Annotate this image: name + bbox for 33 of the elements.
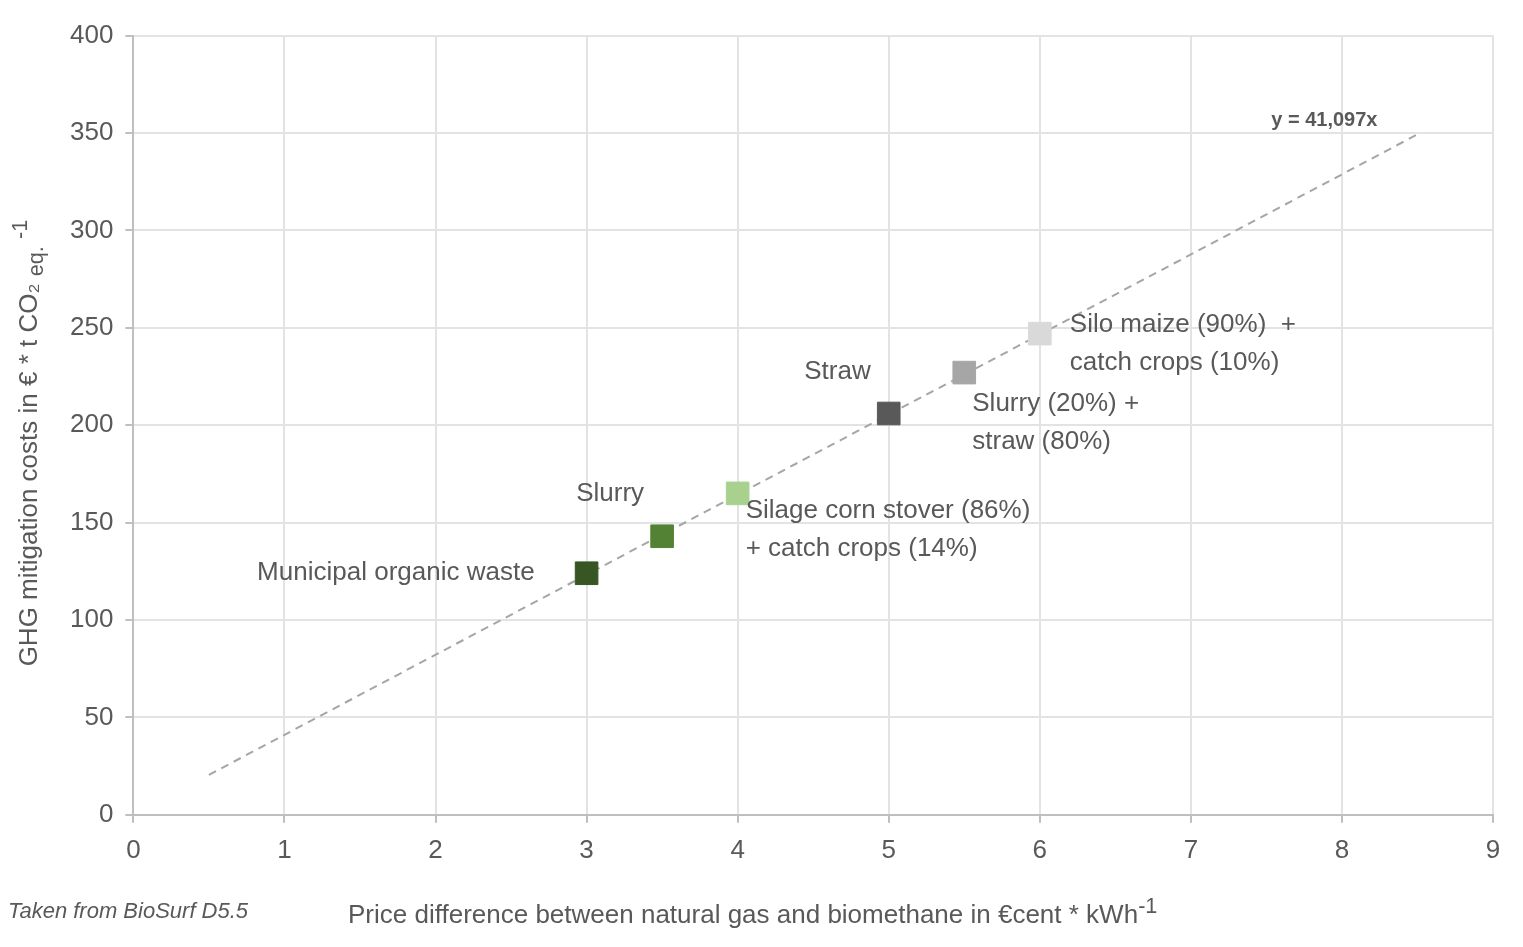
y-tick-label: 150 xyxy=(69,505,114,536)
y-tick-label: 200 xyxy=(69,408,114,439)
y-tick-label: 100 xyxy=(69,603,114,634)
y-tick-label: 0 xyxy=(98,797,114,828)
annotation: Slurry xyxy=(576,477,645,508)
y-tick-label: 400 xyxy=(69,18,114,49)
y-tick-label: 350 xyxy=(69,116,114,147)
x-tick-label: 1 xyxy=(277,833,292,864)
x-tick-label: 9 xyxy=(1485,833,1501,864)
point xyxy=(876,401,901,426)
annotation: y = 41,097x xyxy=(1271,107,1378,130)
x-tick-label: 2 xyxy=(428,833,443,864)
x-tick-label: 5 xyxy=(881,833,896,864)
point xyxy=(574,561,599,586)
x-tick-label: 7 xyxy=(1183,833,1199,864)
annotation: Silage corn stover (86%) + catch crops (14%) xyxy=(745,493,1031,562)
point xyxy=(952,360,977,385)
y-tick-label: 50 xyxy=(84,700,114,731)
annotation: Straw xyxy=(804,354,871,385)
y-tick-label: 300 xyxy=(69,213,114,244)
x-axis-title: Price difference between natural gas and biomethane in €cent * kWh$^{-1}$ xyxy=(348,893,1158,930)
point xyxy=(1027,321,1052,346)
annotation: Slurry (20%) + straw (80%) xyxy=(972,386,1140,455)
annotation: Silo maize (90%) + catch crops (10%) xyxy=(1069,307,1296,376)
x-tick-label: 0 xyxy=(126,833,141,864)
text: Taken from BioSurf D5.5 xyxy=(8,898,249,924)
x-tick-label: 4 xyxy=(730,833,745,864)
point xyxy=(650,524,674,549)
y-tick-label: 250 xyxy=(69,310,114,341)
annotation: Municipal organic waste xyxy=(257,556,535,587)
x-tick-label: 8 xyxy=(1334,833,1350,864)
x-tick-label: 3 xyxy=(579,833,594,864)
x-tick-label: 6 xyxy=(1032,833,1048,864)
